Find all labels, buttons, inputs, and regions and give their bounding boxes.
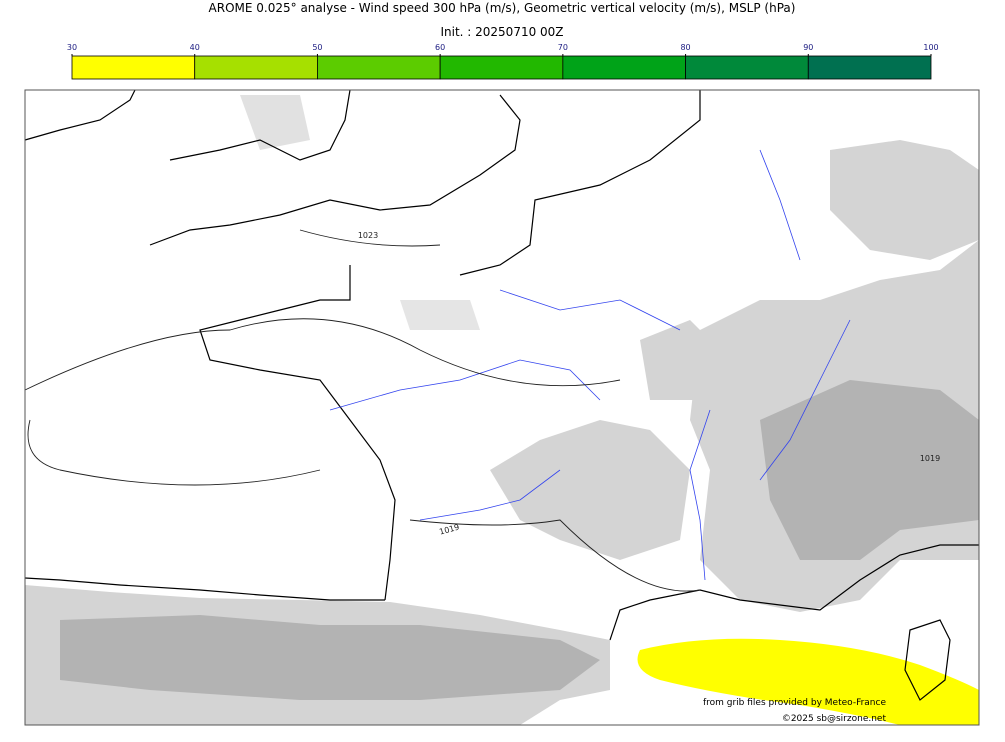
terrain-high: [60, 380, 979, 700]
colorbar-tick-label: 90: [803, 43, 813, 52]
colorbar-segment: [194, 55, 318, 80]
coastlines: [24, 89, 979, 701]
isobar-label: 1023: [358, 231, 378, 240]
colorbar-segment: [439, 55, 564, 80]
isobars: [24, 229, 701, 592]
colorbar-segment: [71, 55, 196, 80]
map-frame: [24, 89, 980, 726]
colorbar-segment: [317, 55, 441, 80]
colorbar-segment: [807, 55, 932, 80]
credit: ©2025 sb@sirzone.net: [782, 714, 887, 724]
isobar-label: 1019: [920, 454, 940, 463]
init-time: Init. : 20250710 00Z: [440, 25, 563, 39]
colorbar-tick-label: 70: [558, 43, 568, 52]
rivers: [329, 149, 851, 581]
colorbar-tick-label: 60: [435, 43, 445, 52]
colorbar-tick-label: 30: [67, 43, 77, 52]
colorbar-tick-label: 40: [190, 43, 200, 52]
credit: from grib files provided by Meteo-France: [703, 698, 886, 708]
colorbar-tick-label: 80: [680, 43, 690, 52]
colorbar-tick-label: 100: [923, 43, 938, 52]
colorbar: 30 40 50 60 70 80 90 100: [67, 43, 939, 80]
colorbar-segment: [562, 55, 686, 80]
title: AROME 0.025° analyse - Wind speed 300 hP…: [209, 1, 796, 15]
wind-area: [637, 638, 979, 725]
map: 1023 1019 1019 from grib files provided …: [24, 89, 980, 726]
colorbar-segment: [685, 55, 809, 80]
colorbar-tick-label: 50: [312, 43, 322, 52]
